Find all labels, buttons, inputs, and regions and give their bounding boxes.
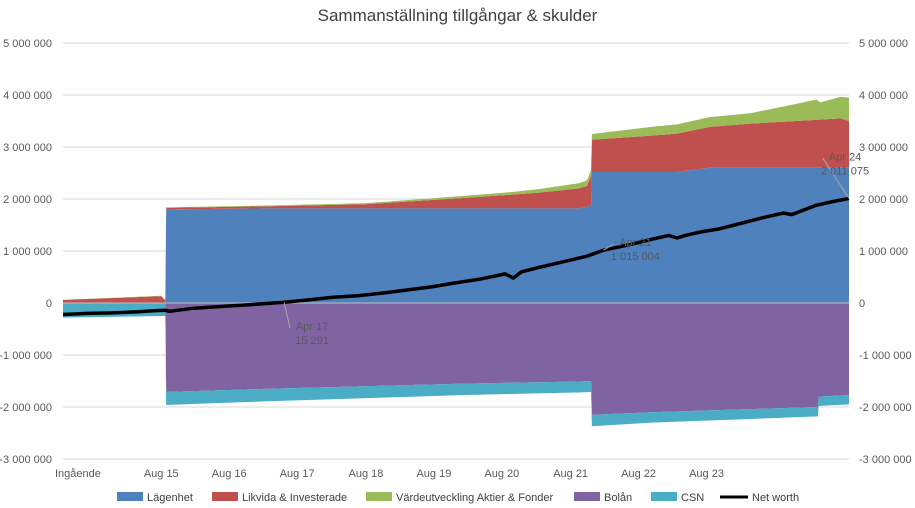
annotation-date: Apr 21 [619,237,651,249]
x-tick-label: Aug 18 [349,468,384,480]
y-tick-label-right: 4 000 000 [859,90,908,102]
annotation-date: Apr 24 [829,151,861,163]
x-tick-label: Aug 19 [416,468,451,480]
y-tick-label-right: 2 000 000 [859,194,908,206]
legend-swatch [212,492,238,501]
annotation-value: 15 291 [295,335,329,347]
area-series [63,303,849,415]
x-tick-label: Ingående [55,468,101,480]
area-series [63,96,849,301]
y-tick-label-left: -1 000 000 [0,350,52,362]
legend-label: Bolån [604,492,632,504]
y-tick-label-right: -3 000 000 [859,454,912,466]
annotation-value: 1 015 004 [611,251,660,263]
x-tick-label: Aug 15 [144,468,179,480]
x-tick-label: Aug 21 [553,468,588,480]
x-tick-label: Aug 22 [621,468,656,480]
y-tick-label-left: 4 000 000 [3,90,52,102]
legend-swatch [651,492,677,501]
legend-label: Likvida & Investerade [242,492,347,504]
annotation-leader [283,302,291,329]
y-tick-label-left: 1 000 000 [3,246,52,258]
y-tick-label-left: 5 000 000 [3,38,52,50]
y-tick-label-right: 3 000 000 [859,142,908,154]
annotation-value: 2 011 075 [821,165,869,177]
legend-label: Net worth [752,492,799,504]
x-tick-label: Aug 17 [280,468,315,480]
x-tick-label: Aug 16 [212,468,247,480]
annotation-date: Apr 17 [296,321,328,333]
legend-swatch [574,492,600,501]
y-tick-label-left: 0 [46,298,52,310]
legend-swatch [366,492,392,501]
y-tick-label-right: -1 000 000 [859,350,912,362]
y-tick-label-right: 1 000 000 [859,246,908,258]
net-worth-line [62,196,850,317]
legend-label: Lägenhet [147,492,193,504]
x-tick-label: Aug 20 [484,468,519,480]
y-tick-label-right: 5 000 000 [859,38,908,50]
chart-title: Sammanställning tillgångar & skulder [317,6,598,25]
legend-label: Värdeutveckling Aktier & Fonder [396,492,553,504]
annotation-leader [822,158,850,199]
area-series [63,303,849,427]
y-tick-label-left: 3 000 000 [3,142,52,154]
legend-swatch [117,492,143,501]
y-tick-label-left: 2 000 000 [3,194,52,206]
y-tick-label-left: -2 000 000 [0,402,52,414]
y-tick-label-right: -2 000 000 [859,402,912,414]
area-series [63,167,849,303]
annotation-leader [603,243,614,251]
y-tick-label-right: 0 [859,298,865,310]
legend-label: CSN [681,492,704,504]
y-tick-label-left: -3 000 000 [0,454,52,466]
area-series [63,118,849,304]
x-tick-label: Aug 23 [689,468,724,480]
